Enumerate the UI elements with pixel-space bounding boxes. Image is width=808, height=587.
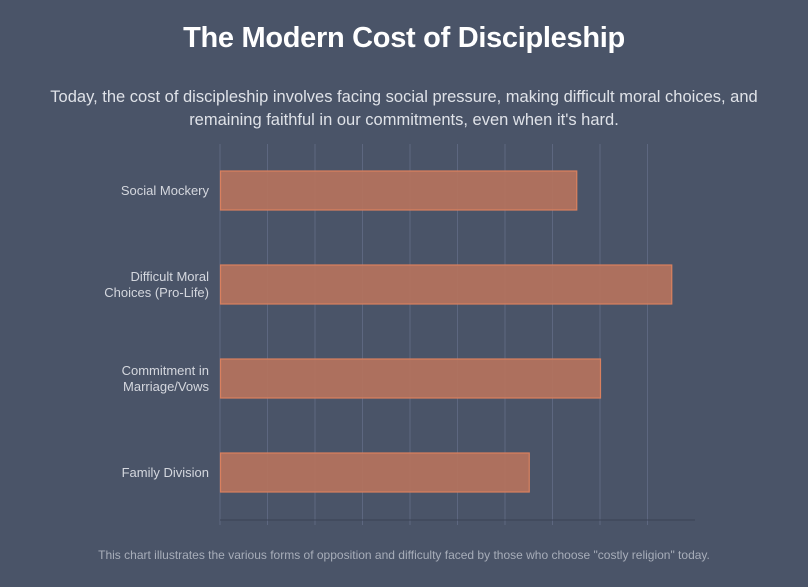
subtitle-line-1: Today, the cost of discipleship involves…	[50, 88, 758, 106]
bars	[219, 170, 673, 493]
chart-subtitle: Today, the cost of discipleship involves…	[20, 86, 788, 132]
bar-2	[219, 358, 602, 399]
bar-1	[219, 264, 673, 305]
chart-footnote: This chart illustrates the various forms…	[98, 548, 710, 562]
subtitle-line-2: remaining faithful in our commitments, e…	[189, 111, 619, 129]
chart-title: The Modern Cost of Discipleship	[183, 22, 625, 54]
category-label-line: Marriage/Vows	[123, 379, 209, 394]
category-label-line: Family Division	[122, 465, 209, 480]
category-label-line: Social Mockery	[121, 183, 210, 198]
category-label: Difficult Moral Choices (Pro-Life)	[104, 269, 209, 300]
category-label: Commitment in Marriage/Vows	[122, 363, 210, 394]
category-label-line: Choices (Pro-Life)	[104, 285, 209, 300]
category-label-line: Difficult Moral	[130, 269, 209, 284]
bar-3	[219, 452, 530, 493]
category-label-line: Commitment in	[122, 363, 209, 378]
category-labels: Social Mockery Difficult Moral Choices (Pr…	[104, 183, 209, 480]
bar-0	[219, 170, 578, 211]
category-label: Family Division	[122, 465, 209, 480]
category-label: Social Mockery	[121, 183, 210, 198]
